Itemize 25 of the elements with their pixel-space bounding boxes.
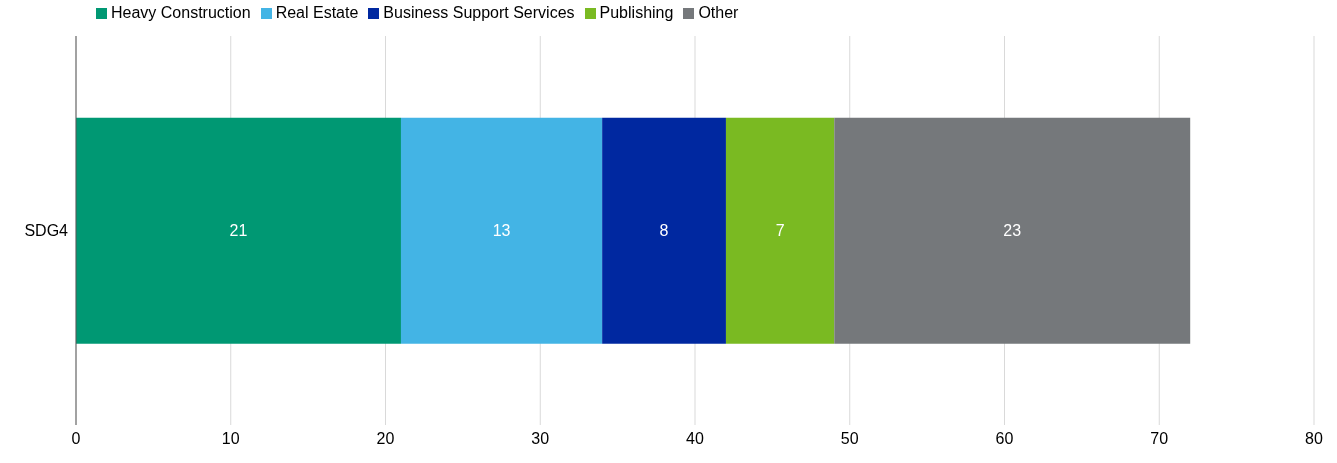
x-tick-label: 60 — [995, 430, 1014, 448]
data-label: 8 — [659, 222, 669, 240]
legend-label: Heavy Construction — [111, 4, 251, 21]
data-label: 23 — [1003, 222, 1022, 240]
x-tick-label: 20 — [376, 430, 395, 448]
bar — [725, 117, 835, 344]
data-label: 13 — [492, 222, 511, 240]
x-tick-label: 40 — [686, 430, 704, 448]
legend-label: Business Support Services — [383, 4, 575, 21]
data-label: 7 — [775, 222, 785, 240]
legend-label: Other — [698, 4, 739, 21]
x-tick-label: 30 — [531, 430, 550, 448]
bar — [76, 117, 401, 344]
x-tick-label: 80 — [1305, 430, 1323, 448]
x-tick-label: 50 — [840, 430, 859, 448]
x-tick-label: 70 — [1150, 430, 1169, 448]
legend-label: Real Estate — [275, 4, 359, 21]
y-tick-label: SDG4 — [24, 222, 69, 240]
legend-label: Publishing — [599, 4, 674, 21]
bar — [834, 117, 1191, 344]
x-tick-label: 10 — [221, 430, 240, 448]
bar — [400, 117, 603, 344]
bar — [602, 117, 726, 344]
x-tick-label: 0 — [71, 430, 81, 448]
data-label: 21 — [229, 222, 248, 240]
